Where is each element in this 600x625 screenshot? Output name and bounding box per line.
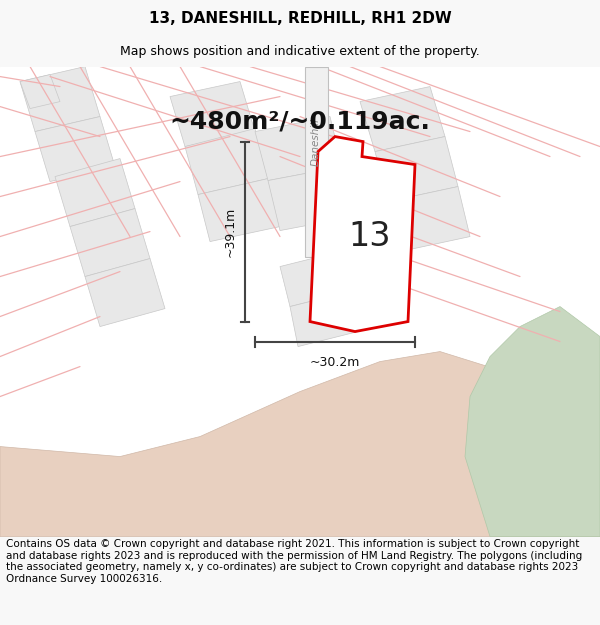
Text: Contains OS data © Crown copyright and database right 2021. This information is : Contains OS data © Crown copyright and d…	[6, 539, 582, 584]
Text: ~39.1m: ~39.1m	[224, 206, 237, 257]
Polygon shape	[185, 129, 268, 194]
Polygon shape	[360, 86, 445, 151]
Polygon shape	[20, 74, 60, 109]
Polygon shape	[55, 159, 135, 226]
Text: Daneshill: Daneshill	[311, 118, 321, 166]
Polygon shape	[388, 186, 470, 251]
Polygon shape	[255, 116, 342, 181]
Polygon shape	[170, 81, 255, 146]
Polygon shape	[290, 291, 358, 346]
Polygon shape	[198, 179, 280, 241]
Polygon shape	[35, 116, 115, 181]
Text: ~480m²/~0.119ac.: ~480m²/~0.119ac.	[170, 109, 430, 134]
Polygon shape	[305, 66, 328, 256]
Text: Map shows position and indicative extent of the property.: Map shows position and indicative extent…	[120, 45, 480, 58]
Text: 13, DANESHILL, REDHILL, RH1 2DW: 13, DANESHILL, REDHILL, RH1 2DW	[149, 11, 451, 26]
Polygon shape	[20, 66, 100, 131]
Polygon shape	[70, 209, 150, 276]
Polygon shape	[310, 136, 415, 331]
Polygon shape	[280, 251, 350, 306]
Polygon shape	[0, 351, 600, 536]
Text: ~30.2m: ~30.2m	[310, 356, 360, 369]
Polygon shape	[85, 259, 165, 326]
Polygon shape	[268, 166, 354, 231]
Text: 13: 13	[349, 220, 391, 253]
Polygon shape	[465, 306, 600, 536]
Polygon shape	[375, 136, 458, 201]
